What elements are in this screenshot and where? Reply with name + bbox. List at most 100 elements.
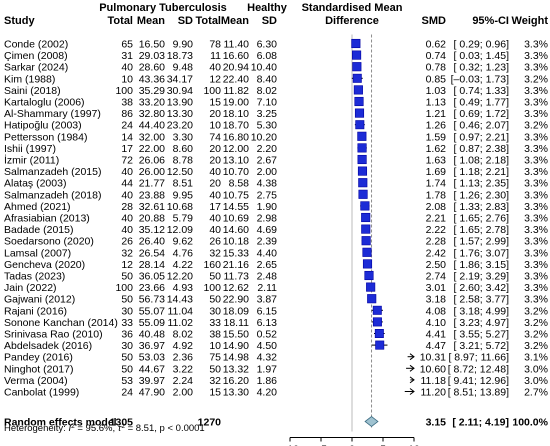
- tb-sd: 12.09: [167, 224, 193, 236]
- ci-arrow: [409, 353, 415, 361]
- ci-value: [ 9.41; 12.96]: [448, 375, 509, 387]
- healthy-total: 20: [209, 155, 221, 167]
- healthy-mean: 19.00: [223, 97, 249, 109]
- healthy-total: 30: [209, 305, 221, 317]
- healthy-total: 40: [209, 189, 221, 201]
- study-name: Salmanzadeh (2018): [4, 189, 101, 201]
- header-effect-line2: Difference: [325, 15, 379, 27]
- weight-value: 3.3%: [524, 62, 548, 74]
- effect-box: [362, 259, 373, 269]
- tb-total: 36: [121, 329, 133, 341]
- tb-sd: 23.20: [167, 120, 193, 132]
- smd-value: 1.69: [426, 166, 447, 178]
- healthy-mean: 14.55: [223, 201, 249, 213]
- tb-sd: 12.20: [167, 271, 193, 283]
- study-name: Gajwani (2012): [4, 294, 75, 306]
- healthy-mean: 11.82: [224, 85, 250, 97]
- het-prefix: Heterogeneity:: [4, 423, 68, 434]
- tb-total: 50: [121, 271, 133, 283]
- healthy-mean: 22.40: [223, 73, 249, 85]
- header-group2: Healthy: [247, 2, 288, 14]
- weight-value: 3.3%: [524, 108, 548, 120]
- tb-mean: 47.90: [139, 387, 165, 399]
- weight-value: 3.0%: [524, 375, 548, 387]
- ci-arrow: [409, 388, 415, 395]
- tb-mean: 26.06: [139, 155, 165, 167]
- smd-value: 1.62: [426, 143, 447, 155]
- study-name: Sarkar (2024): [4, 62, 68, 74]
- healthy-sd: 2.67: [257, 155, 278, 167]
- effect-box: [361, 224, 371, 234]
- ci-value: [ 2.19; 3.29]: [454, 271, 510, 283]
- healthy-mean: 12.62: [223, 282, 249, 294]
- ci-value: [ 1.76; 3.07]: [454, 247, 510, 259]
- tb-sd: 8.78: [173, 155, 194, 167]
- study-name: Çimen (2008): [4, 50, 68, 62]
- smd-value: 1.78: [426, 189, 447, 201]
- smd-value: 4.10: [426, 317, 447, 329]
- healthy-sd: 6.15: [257, 305, 278, 317]
- weight-value: 3.3%: [524, 50, 548, 62]
- tb-sd: 18.73: [167, 50, 193, 62]
- tb-mean: 53.03: [139, 352, 165, 364]
- tb-total: 86: [121, 108, 133, 120]
- tb-mean: 16.50: [139, 39, 165, 51]
- tb-total: 10: [121, 73, 133, 85]
- healthy-sd: 2.00: [257, 166, 278, 178]
- healthy-mean: 15.50: [223, 329, 249, 341]
- x-tick-label: 5: [380, 444, 386, 446]
- effect-box: [361, 236, 371, 246]
- smd-value: 2.50: [426, 259, 447, 271]
- tb-mean: 26.40: [139, 236, 165, 248]
- ci-value: [ 3.23; 4.97]: [454, 317, 510, 329]
- tb-mean: 39.97: [139, 375, 165, 387]
- healthy-mean: 8.58: [229, 178, 250, 190]
- tb-mean: 56.73: [139, 294, 165, 306]
- weight-value: 3.3%: [524, 97, 548, 109]
- header-study: Study: [4, 15, 35, 27]
- tb-mean: 29.03: [139, 50, 165, 62]
- effect-box: [352, 62, 362, 72]
- healthy-total: 74: [209, 131, 221, 143]
- het-tau-symbol: τ: [118, 423, 123, 434]
- tb-sd: 4.76: [173, 247, 194, 259]
- tb-mean: 33.20: [139, 97, 165, 109]
- tb-total: 40: [121, 224, 133, 236]
- x-axis: −10 −5 0 5 10: [281, 437, 420, 446]
- study-name: Srinivasa Rao (2010): [4, 329, 103, 341]
- healthy-mean: 16.60: [223, 50, 249, 62]
- ci-value: [ 1.57; 2.99]: [454, 236, 510, 248]
- ci-arrow: [409, 364, 415, 372]
- tb-sd: 9.95: [173, 189, 194, 201]
- tb-total: 31: [121, 50, 133, 62]
- effect-box: [360, 201, 370, 211]
- study-name: Pandey (2016): [4, 352, 73, 364]
- healthy-mean: 18.09: [223, 305, 249, 317]
- effect-box: [358, 189, 368, 199]
- tb-sd: 3.22: [173, 363, 194, 375]
- healthy-total: 20: [209, 178, 221, 190]
- ci-value: [ 8.51; 13.89]: [448, 387, 509, 399]
- healthy-sd: 2.75: [257, 189, 278, 201]
- smd-value: 2.21: [426, 213, 447, 225]
- tb-mean: 20.88: [139, 213, 165, 225]
- tb-total: 44: [121, 178, 133, 190]
- healthy-sd: 6.08: [257, 50, 278, 62]
- tb-total: 38: [121, 97, 133, 109]
- tb-sd: 30.94: [167, 85, 193, 97]
- study-name: Abdelsadek (2016): [4, 340, 92, 352]
- ci-value: [ 1.08; 2.18]: [454, 155, 510, 167]
- healthy-total: 26: [209, 236, 221, 248]
- header-mean-1: Mean: [137, 15, 165, 27]
- weight-value: 3.3%: [524, 271, 548, 283]
- smd-value: 4.47: [426, 340, 447, 352]
- tb-mean: 23.88: [139, 189, 165, 201]
- tb-sd: 5.79: [173, 213, 194, 225]
- tb-total: 33: [121, 317, 133, 329]
- het-tau-value: = 8.51,: [125, 423, 160, 434]
- smd-value: 11.18: [421, 375, 447, 387]
- smd-value: 10.31: [420, 352, 446, 364]
- tb-mean: 23.66: [139, 282, 165, 294]
- study-name: Tadas (2023): [4, 271, 65, 283]
- effect-box: [372, 317, 382, 327]
